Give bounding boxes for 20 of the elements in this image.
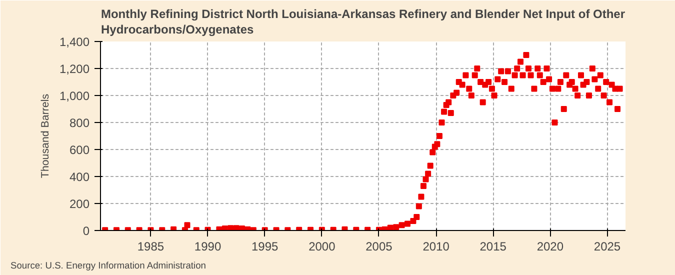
source-note: Source: U.S. Energy Information Administration [10,260,206,270]
y-tick-label: 200 [69,197,90,211]
y-tick-label: 1,000 [59,89,90,103]
x-tick-label: 2010 [422,240,450,254]
y-tick-label: 800 [69,116,90,130]
x-tick-label: 2020 [536,240,564,254]
x-tick-label: 2005 [366,240,393,254]
y-tick-label: 1,400 [59,35,90,49]
y-tick-label: 400 [69,170,90,184]
x-tick-label: 1985 [137,240,164,254]
y-tick-label: 1,200 [59,62,90,76]
x-tick-label: 2025 [594,240,621,254]
x-tick-label: 1995 [252,240,279,254]
x-tick-label: 1990 [194,240,222,254]
y-tick-label: 0 [82,224,90,238]
x-tick-label: 2000 [308,240,336,254]
y-tick-label: 600 [69,143,90,157]
x-tick-label: 2015 [480,240,507,254]
chart-title: Monthly Refining District North Louisiana-Arkansas Refinery and Blender Net Input of Other Hydrocarbons/Oxygenates [100,7,626,36]
y-axis-title: Thousand Barrels [39,94,52,178]
